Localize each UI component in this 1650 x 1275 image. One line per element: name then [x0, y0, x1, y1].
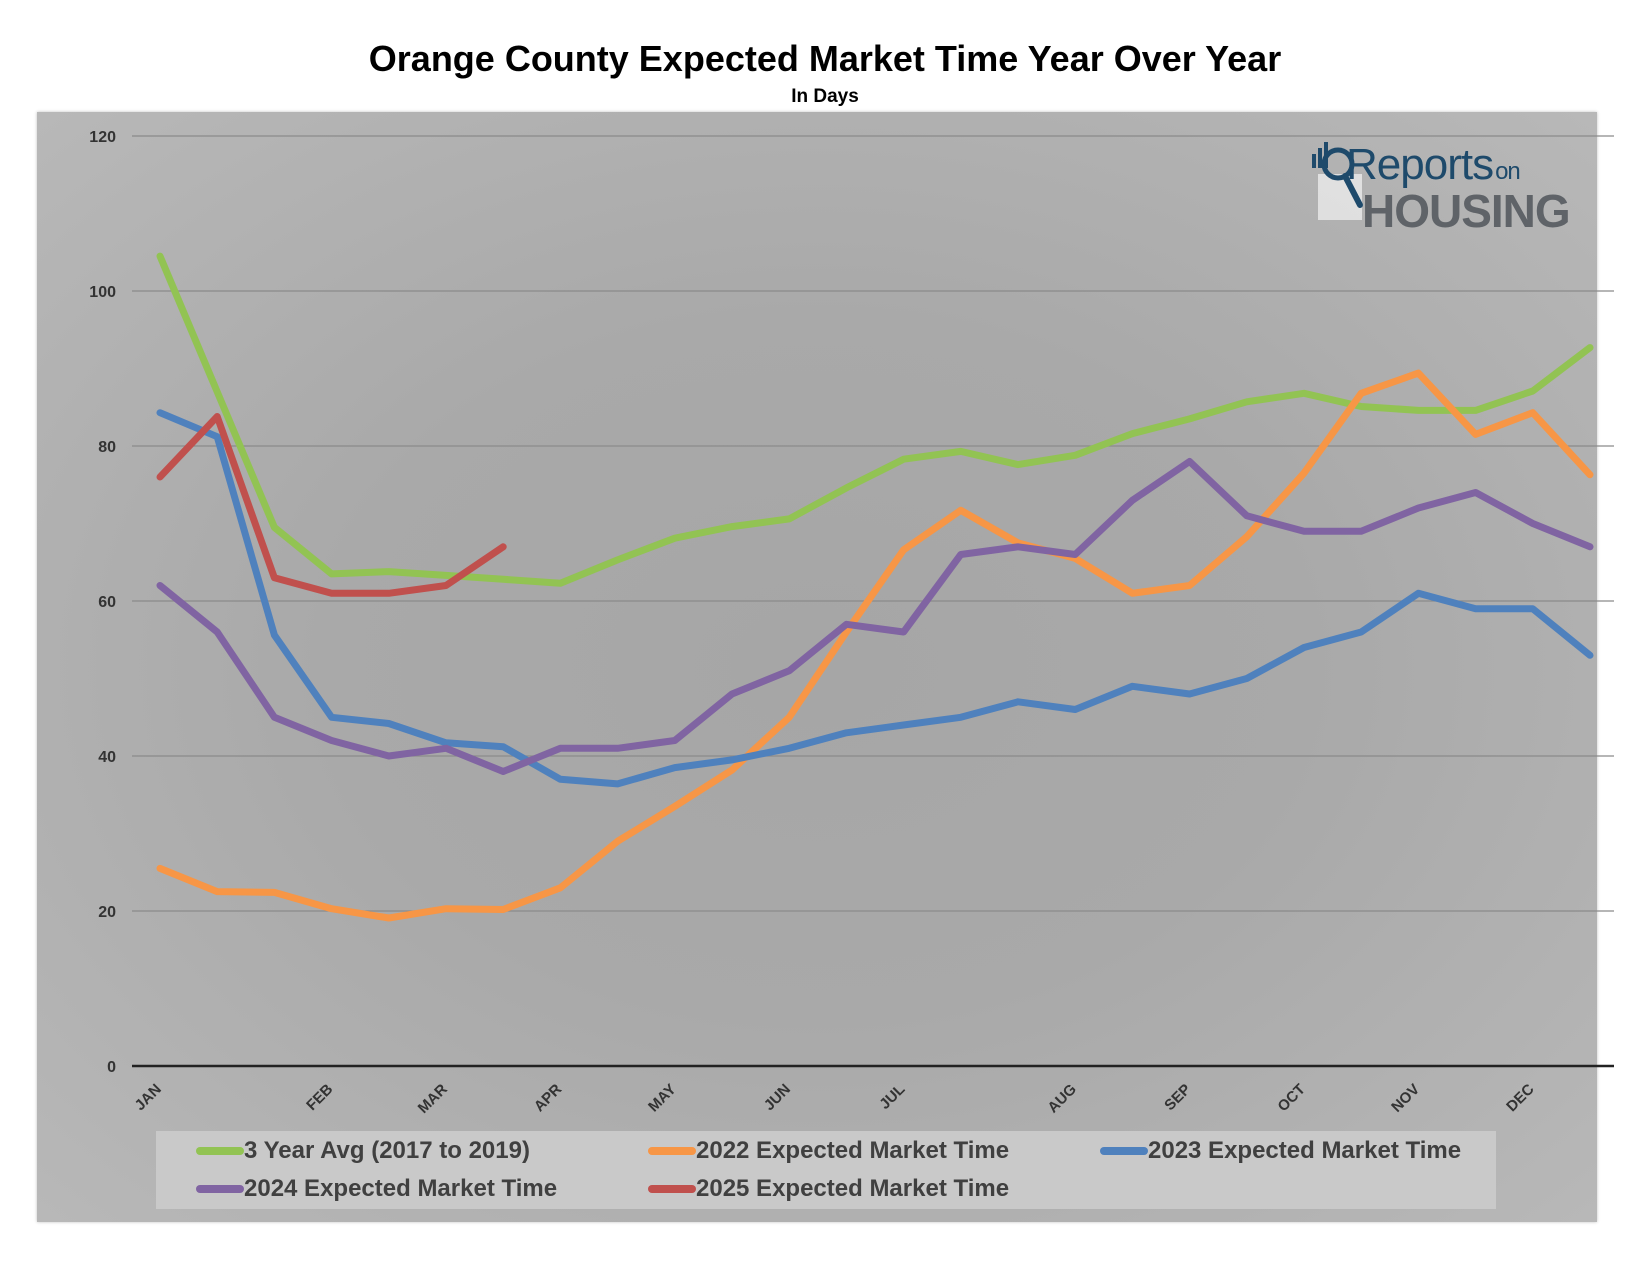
x-tick-label: DEC: [1503, 1081, 1538, 1116]
x-tick-label: SEP: [1161, 1081, 1194, 1114]
legend-label: 2024 Expected Market Time: [244, 1175, 558, 1202]
legend-item-2023: 2023 Expected Market Time: [1100, 1137, 1461, 1165]
reports-on-housing-logo: Reportson HOUSING: [1310, 140, 1580, 240]
series-line-1: [156, 369, 1594, 922]
legend-swatch: [648, 1147, 696, 1155]
legend-label: 2022 Expected Market Time: [696, 1137, 1010, 1164]
legend-swatch: [196, 1147, 244, 1155]
legend-swatch: [648, 1185, 696, 1193]
legend-label: 2025 Expected Market Time: [696, 1175, 1010, 1202]
x-tick-label: MAY: [645, 1081, 680, 1116]
legend-item-2025: 2025 Expected Market Time: [648, 1175, 1009, 1203]
legend-item-2024: 2024 Expected Market Time: [196, 1175, 557, 1203]
series-lines: [156, 252, 1594, 922]
chart-subtitle: In Days: [791, 86, 859, 107]
logo-text-housing: HOUSING: [1362, 185, 1571, 237]
x-tick-label: NOV: [1388, 1081, 1423, 1116]
x-axis-ticks: JAN FEB MAR APR MAY JUN JUL AUG SEP OCT NOV DEC: [132, 1081, 1538, 1117]
x-tick-label: AUG: [1044, 1081, 1080, 1117]
legend-item-3yr-avg: 3 Year Avg (2017 to 2019): [196, 1137, 530, 1165]
y-axis-ticks: 0 20 40 60 80 100 120: [89, 129, 116, 1076]
series-line-2: [156, 409, 1594, 788]
legend-label: 3 Year Avg (2017 to 2019): [244, 1137, 530, 1164]
logo-text-on: on: [1495, 158, 1521, 185]
legend-swatch: [196, 1185, 244, 1193]
y-tick-label: 20: [98, 904, 116, 921]
x-tick-label: JAN: [132, 1081, 165, 1114]
chart-title: Orange County Expected Market Time Year …: [368, 38, 1282, 79]
y-tick-label: 40: [98, 749, 116, 766]
logo-text-reports: Reports: [1346, 140, 1494, 189]
legend-label: 2023 Expected Market Time: [1148, 1137, 1462, 1164]
y-tick-label: 80: [98, 439, 116, 456]
x-tick-label: FEB: [303, 1081, 336, 1114]
gridlines: [132, 135, 1614, 1068]
x-tick-label: APR: [531, 1081, 566, 1116]
x-tick-label: JUL: [876, 1081, 908, 1113]
y-tick-label: 60: [98, 594, 116, 611]
series-line-3: [156, 458, 1594, 775]
logo-mark-icon: [1312, 142, 1363, 220]
legend-item-2022: 2022 Expected Market Time: [648, 1137, 1009, 1165]
y-tick-label: 100: [89, 284, 116, 301]
y-tick-label: 0: [107, 1059, 116, 1076]
x-tick-label: OCT: [1274, 1081, 1308, 1115]
legend-swatch: [1100, 1147, 1148, 1155]
series-line-0: [156, 252, 1594, 587]
series-line-4: [156, 413, 507, 597]
y-tick-label: 120: [89, 129, 116, 146]
x-tick-label: JUN: [761, 1081, 794, 1114]
chart-legend: 3 Year Avg (2017 to 2019) 2022 Expected …: [156, 1131, 1496, 1209]
x-tick-label: MAR: [415, 1081, 451, 1117]
